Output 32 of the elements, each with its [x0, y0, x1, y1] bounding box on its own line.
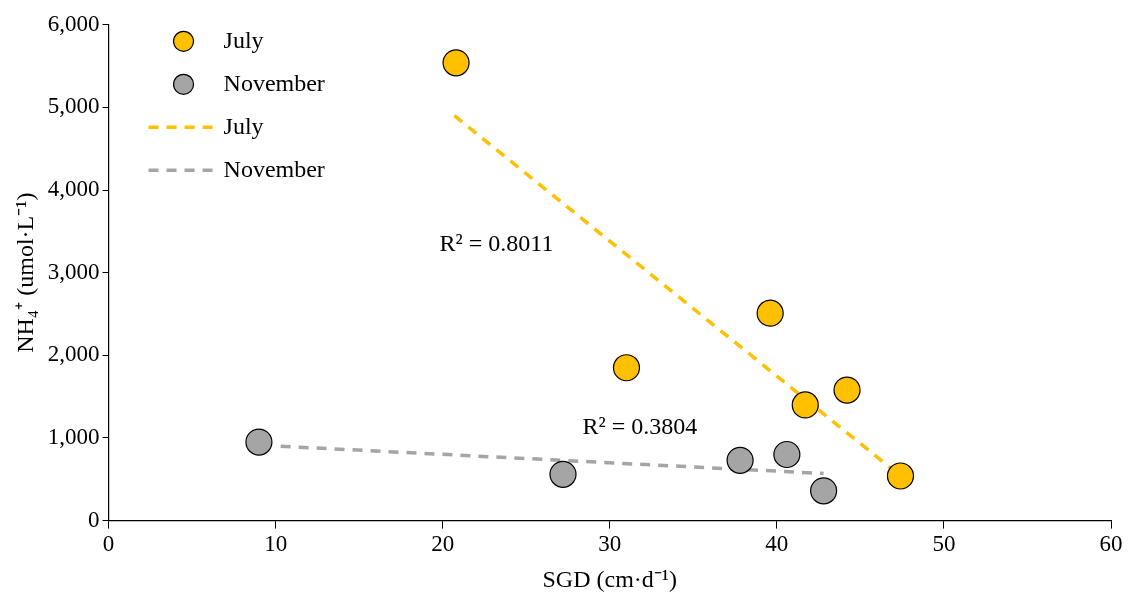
x-tick-label: 50: [932, 531, 956, 557]
y-tick-label: 1,000: [47, 424, 100, 450]
point: [442, 49, 470, 77]
point: [810, 477, 838, 505]
point: [726, 446, 754, 474]
y-tick-label: 3,000: [47, 258, 100, 284]
x-tick-label: 30: [598, 531, 622, 557]
y-tick-label: 5,000: [47, 93, 100, 119]
point: [612, 354, 641, 382]
annotation: R² = 0.8011: [439, 229, 554, 256]
point: [833, 376, 861, 404]
x-tick-label: 40: [765, 531, 789, 557]
legend-label: November: [223, 155, 325, 182]
point: [773, 440, 801, 469]
point: [245, 428, 273, 456]
x-tick-label: 60: [1099, 531, 1123, 557]
legend-label: July: [223, 26, 264, 53]
point: [756, 299, 784, 327]
annotation: R² = 0.3804: [582, 412, 698, 439]
legend-label: July: [223, 112, 264, 139]
x-tick-label: 20: [431, 531, 455, 557]
y-tick-label: 0: [88, 506, 100, 532]
point: [886, 462, 915, 490]
legend-label: November: [223, 69, 325, 96]
point: [549, 460, 577, 488]
y-axis-title: NH₄⁺ (umol·L⁻¹): [11, 192, 38, 353]
y-tick-label: 2,000: [47, 341, 100, 367]
point: [791, 391, 819, 419]
y-tick-label: 6,000: [47, 10, 100, 36]
y-tick-label: 4,000: [47, 176, 100, 202]
x-tick-label: 10: [264, 531, 288, 557]
x-axis-title: SGD (cm·d⁻¹): [542, 565, 678, 592]
